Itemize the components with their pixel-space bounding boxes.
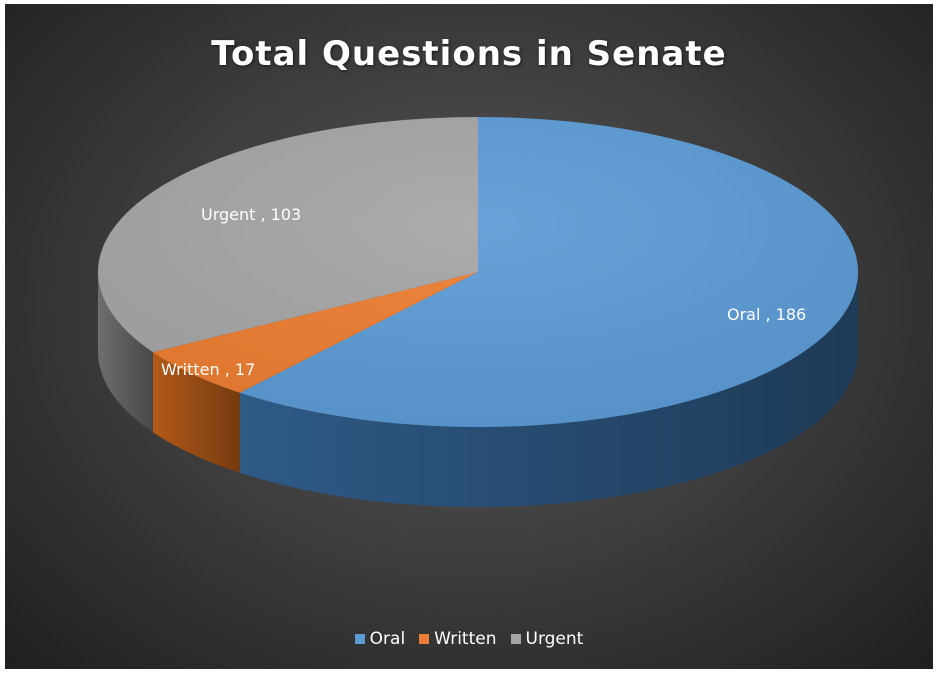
chart-legend: Oral Written Urgent (5, 629, 933, 649)
data-label-written: Written , 17 (161, 360, 255, 379)
legend-label-urgent: Urgent (525, 629, 584, 649)
legend-item-urgent: Urgent (510, 629, 584, 649)
chart-title: Total Questions in Senate (211, 34, 727, 74)
legend-label-oral: Oral (369, 629, 406, 649)
pie-side-shade-urgent (98, 272, 153, 433)
pie-tops (98, 117, 859, 427)
pie-side-shade-oral (239, 272, 859, 507)
pie-sides (98, 272, 859, 507)
pie-top-highlight (98, 117, 858, 427)
pie-chart: Oral , 186 Written , 17 Urgent , 103 (98, 117, 859, 507)
legend-swatch-written (419, 634, 430, 644)
legend-item-written: Written (419, 629, 497, 649)
pie-side-shade-written (152, 352, 240, 473)
pie-labels: Oral , 186 Written , 17 Urgent , 103 (161, 205, 806, 379)
legend-swatch-urgent (510, 634, 521, 644)
legend-label-written: Written (434, 629, 497, 649)
legend-item-oral: Oral (354, 629, 406, 649)
legend-swatch-oral (354, 634, 365, 644)
data-label-oral: Oral , 186 (727, 305, 806, 324)
data-label-urgent: Urgent , 103 (201, 205, 301, 224)
chart-area: Total Questions in Senate Oral , 186 Writ… (5, 4, 933, 669)
